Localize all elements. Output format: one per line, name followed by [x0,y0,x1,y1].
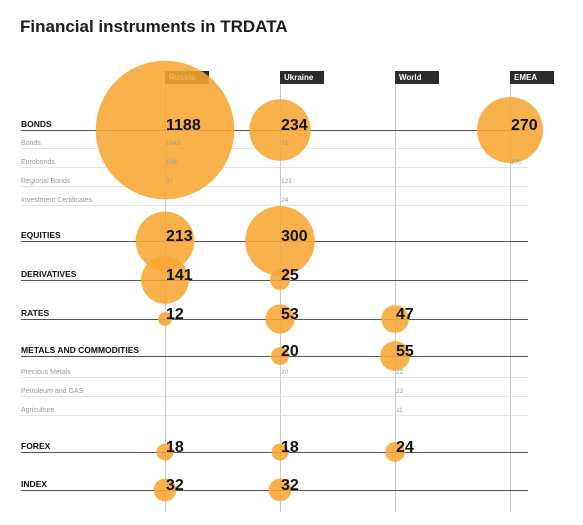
value-label: 22 [396,388,404,395]
row-label: Investment Certificates [21,197,93,204]
value-label: 24 [281,197,289,204]
row-label: FOREX [21,441,51,451]
row-label: RATES [21,308,50,318]
value-label: 213 [166,228,193,245]
value-label: 37 [166,178,174,185]
bubble [380,341,410,371]
value-label: 234 [281,117,308,134]
value-label: 20 [281,343,299,360]
value-label: 25 [281,267,299,284]
bubble [153,478,177,502]
bubble [95,60,235,200]
value-label: 300 [281,228,308,245]
row-label: BONDS [21,119,52,129]
value-label: 20 [281,369,289,376]
bubble [265,304,295,334]
row-label: METALS AND COMMODITIES [21,345,139,355]
value-label: 53 [281,306,299,323]
chart-title: Financial instruments in TRDATA [20,17,288,36]
row-label: INDEX [21,479,47,489]
value-labels: 1188 234 270 1043 71 108 270 37 121 24 213 300 141 25… [166,117,538,494]
row-label: Agriculture [21,407,55,414]
row-label: EQUITIES [21,230,61,240]
row-label: Regional Bonds [21,178,71,185]
bubble [156,443,174,461]
bubble [269,269,291,291]
bubble [135,211,195,271]
row-label: DERIVATIVES [21,269,77,279]
value-label: 270 [511,159,522,166]
value-label: 1043 [166,140,181,147]
row-label: Bonds [21,140,41,147]
value-label: 108 [166,159,177,166]
column-header-ukraine: Ukraine [280,71,324,84]
bubble [381,305,409,333]
value-label: 71 [281,140,289,147]
value-label: 32 [166,477,184,494]
column-header-world: World [395,71,439,84]
value-label: 18 [281,439,299,456]
value-label: 24 [396,439,414,456]
value-label: 141 [166,267,193,284]
value-label: 32 [281,477,299,494]
row-label: Petroleum and GAS [21,388,84,395]
bubble [476,96,544,164]
row-lines: BONDS Bonds Eurobonds Regional Bonds Investm… [21,119,528,491]
value-label: 47 [396,306,414,323]
value-label: 55 [396,343,414,360]
bubble [249,99,311,161]
column-header-emea: EMEA [510,71,554,84]
bubble [245,206,315,276]
value-label: 121 [281,178,292,185]
bubbles [95,60,544,502]
bubble [271,347,289,365]
bubble [141,256,189,304]
value-label: 1188 [166,117,201,134]
bubble [385,442,405,462]
value-label: 22 [396,369,404,376]
bubble [158,312,172,326]
row-label: Eurobonds [21,159,55,166]
value-label: 12 [166,306,184,323]
bubble [271,443,289,461]
value-label: 270 [511,117,538,134]
value-label: 18 [166,439,184,456]
row-label: Precious Metals [21,369,71,376]
value-label: 11 [396,407,403,414]
bubble [268,478,292,502]
